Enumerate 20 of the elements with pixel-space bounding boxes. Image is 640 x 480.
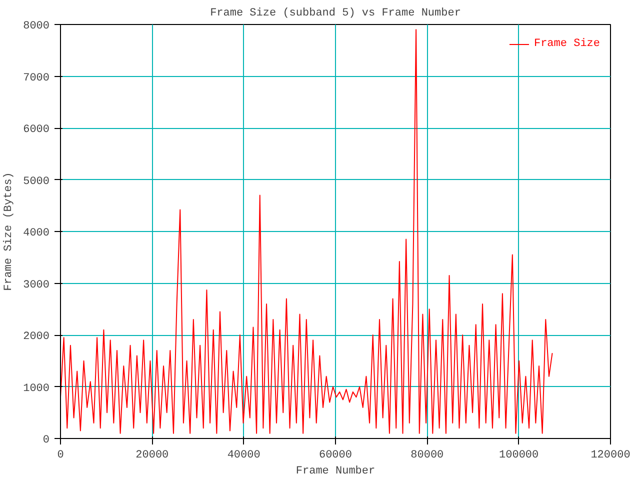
y-tick-label: 0	[42, 434, 50, 446]
y-tick-label: 2000	[23, 331, 50, 343]
x-tick-label: 100000	[499, 450, 539, 462]
y-tick-label: 7000	[23, 72, 50, 84]
x-tick-label: 120000	[590, 450, 630, 462]
y-axis-title: Frame Size (Bytes)	[3, 172, 16, 291]
x-tick-label: 60000	[318, 450, 352, 462]
legend-label: Frame Size	[534, 38, 600, 50]
x-tick-label: 20000	[136, 450, 169, 462]
y-tick-label: 8000	[23, 20, 50, 32]
x-axis-title: Frame Number	[296, 466, 376, 478]
y-tick-label: 5000	[23, 176, 50, 188]
y-tick-label: 1000	[23, 382, 50, 395]
y-tick-label: 3000	[23, 279, 50, 292]
y-tick-label: 6000	[23, 124, 50, 136]
chart-title: Frame Size (subband 5) vs Frame Number	[210, 8, 461, 20]
x-tick-label: 0	[57, 450, 64, 462]
x-tick-label: 40000	[227, 450, 260, 462]
y-tick-label: 4000	[23, 228, 50, 240]
x-tick-label: 80000	[410, 450, 444, 462]
